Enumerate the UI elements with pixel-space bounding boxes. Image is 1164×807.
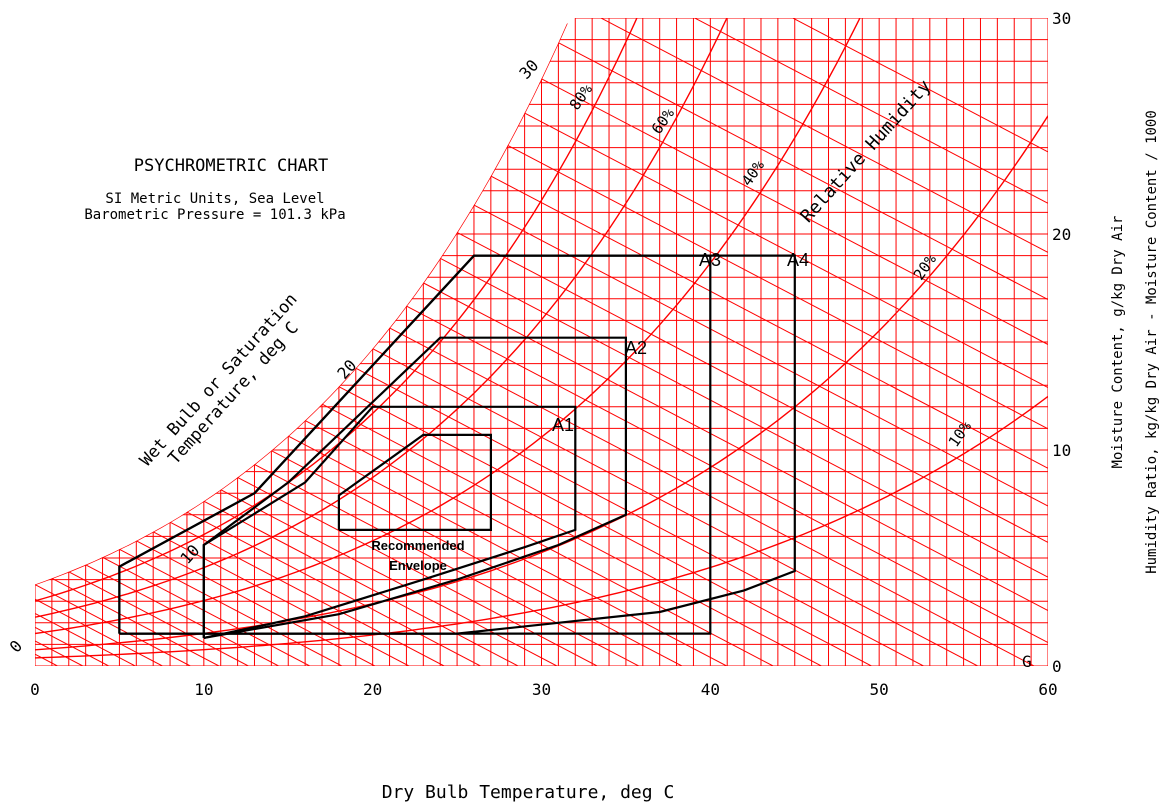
- x-tick-label: 0: [30, 680, 40, 699]
- corner-mark: G: [1022, 652, 1032, 671]
- envelope-labels: A1 A2 A3 A4 Recommended Envelope: [371, 250, 809, 573]
- wet-bulb-tick-label: 0: [6, 636, 27, 656]
- wet-bulb-line: [389, 327, 1035, 666]
- chart-title: PSYCHROMETRIC CHART: [134, 156, 328, 176]
- x-tick-label: 50: [870, 680, 889, 699]
- wet-bulb-line: [338, 386, 872, 666]
- envelope-a2: [202, 336, 628, 639]
- rh-label: 60%: [648, 105, 678, 138]
- envelope-a4: [118, 254, 796, 635]
- wet-bulb-line: [507, 144, 1048, 666]
- recommended-envelope-label: Recommended: [371, 538, 464, 553]
- wet-bulb-line: [51, 577, 220, 666]
- wet-bulb-label-line-2: Temperature, deg C: [165, 318, 303, 468]
- wet-bulb-line: [575, 18, 1048, 666]
- x-axis-ticks: 0 10 20 30 40 50 60: [30, 680, 1057, 699]
- y-tick-label: 0: [1052, 657, 1062, 676]
- y-axis-label-line-2: Humidity Ratio, kg/kg Dry Air - Moisture…: [1144, 110, 1160, 574]
- wet-bulb-line: [271, 450, 683, 666]
- rh-curve: [35, 18, 1048, 602]
- wet-bulb-line: [35, 609, 58, 666]
- relative-humidity-labels: 80%60%40%20%10%: [566, 81, 975, 451]
- chart-subtitle-line-2: Barometric Pressure = 101.3 kPa: [84, 207, 345, 223]
- y-tick-label: 30: [1052, 9, 1071, 28]
- allowable-envelopes: [118, 254, 796, 639]
- x-tick-label: 20: [363, 680, 382, 699]
- y-tick-label: 20: [1052, 225, 1071, 244]
- wet-bulb-line: [136, 540, 376, 666]
- wet-bulb-line: [288, 435, 727, 666]
- wet-bulb-line: [35, 605, 84, 666]
- x-tick-label: 60: [1038, 680, 1057, 699]
- rh-curve: [35, 395, 1048, 659]
- wet-bulb-line: [220, 489, 558, 666]
- wet-bulb-line: [203, 500, 519, 666]
- envelope-label: A4: [787, 250, 809, 270]
- wet-bulb-line: [591, 18, 1048, 666]
- recommended-envelope-label: Envelope: [389, 558, 447, 573]
- wet-bulb-line: [490, 175, 1048, 666]
- y-axis-label-line-1: Moisture Content, g/kg Dry Air: [1110, 216, 1126, 469]
- recommended-envelope: [337, 433, 492, 532]
- x-tick-label: 10: [194, 680, 213, 699]
- wet-bulb-line: [169, 521, 445, 666]
- x-tick-label: 30: [532, 680, 551, 699]
- y-axis-ticks: 0 10 20 30: [1052, 9, 1071, 676]
- x-axis-label: Dry Bulb Temperature, deg C: [382, 782, 675, 803]
- wet-bulb-line: [0, 614, 33, 666]
- wet-bulb-tick-label: 20: [333, 356, 360, 383]
- wet-bulb-line: [456, 231, 1048, 666]
- rh-curve: [35, 18, 1048, 586]
- wet-bulb-label-line-1: Wet Bulb or Saturation: [136, 290, 302, 471]
- wet-bulb-line: [186, 511, 481, 666]
- wet-bulb-line: [372, 348, 978, 666]
- wet-bulb-line: [152, 531, 410, 666]
- rh-label: 80%: [566, 81, 596, 114]
- wet-bulb-line: [102, 556, 311, 666]
- envelope-label: A2: [625, 338, 647, 358]
- wet-bulb-line: [524, 112, 1048, 666]
- y-tick-label: 10: [1052, 441, 1071, 460]
- envelope-a1: [202, 405, 577, 639]
- x-tick-label: 40: [701, 680, 720, 699]
- envelope-label: A1: [552, 415, 574, 435]
- wet-bulb-line: [85, 564, 279, 666]
- wet-bulb-line: [541, 78, 1048, 666]
- wet-bulb-line: [406, 305, 1048, 666]
- wet-bulb-line: [439, 257, 1048, 666]
- wet-bulb-line: [35, 595, 136, 666]
- wet-bulb-line: [608, 18, 1048, 666]
- wet-bulb-line: [423, 282, 1048, 666]
- wet-bulb-line: [119, 548, 343, 666]
- wet-bulb-line: [558, 42, 1048, 666]
- rh-label: 10%: [945, 418, 975, 451]
- wet-bulb-line: [355, 367, 924, 666]
- chart-subtitle-line-1: SI Metric Units, Sea Level: [105, 191, 324, 207]
- wet-bulb-line: [68, 571, 249, 666]
- wet-bulb-line: [254, 463, 639, 666]
- wet-bulb-tick-label: 30: [515, 56, 542, 83]
- envelope-a3: [118, 254, 712, 635]
- envelope-label: A3: [699, 250, 721, 270]
- wet-bulb-line: [473, 204, 1048, 666]
